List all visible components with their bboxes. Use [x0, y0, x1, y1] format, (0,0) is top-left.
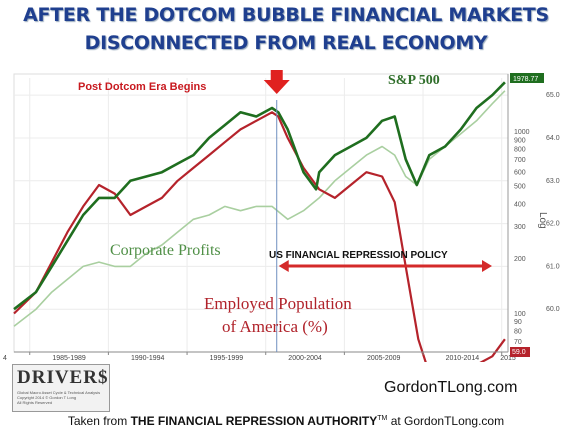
logo-sub-1: Global Macro Asset Cycle & Technical Ana…	[17, 390, 101, 395]
title-line-2: DISCONNECTED FROM REAL ECONOMY	[84, 32, 488, 54]
x-tick-label: 2005-2009	[367, 355, 401, 362]
annotations: Post Dotcom Era Begins S&P 500 Corporate P…	[78, 70, 492, 352]
logo-subtext: Global Macro Asset Cycle & Technical Ana…	[17, 390, 105, 405]
inner-axis-tick-label: 70	[514, 339, 522, 346]
employment-label-line-1: Employed Population	[204, 294, 352, 313]
footer-prefix: Taken from	[67, 414, 131, 428]
outer-axis-tick-label: 61.0	[546, 263, 560, 270]
inner-axis-tick-label: 700	[514, 157, 526, 164]
footer-bold: THE FINANCIAL REPRESSION AUTHORITY	[130, 414, 378, 428]
employment-label-line-2: of America (%)	[222, 317, 328, 336]
x-tick-label: 1985-1989	[52, 355, 86, 362]
x-tick-label: 1990-1994	[131, 355, 165, 362]
outer-axis-tick-label: 64.0	[546, 135, 560, 142]
logo-sub-2: Copyright 2014 © Gordon T Long	[17, 395, 77, 400]
sp500-value-tag	[510, 73, 544, 83]
footer-tm: TM	[377, 415, 388, 422]
grid	[14, 78, 508, 352]
series-group	[13, 81, 506, 362]
post-dotcom-label: Post Dotcom Era Begins	[78, 81, 206, 93]
series-employment-line	[13, 111, 506, 362]
outer-axis-tick-label: 62.0	[546, 221, 560, 228]
x-left-edge-label: 4	[3, 355, 7, 362]
title-line-1: AFTER THE DOTCOM BUBBLE FINANCIAL MARKET…	[23, 4, 549, 26]
inner-axis-tick-label: 1000	[514, 129, 530, 136]
inner-axis-tick-label: 90	[514, 319, 522, 326]
policy-arrow-head-left	[278, 260, 289, 272]
x-tick-label: 2010-2014	[446, 355, 480, 362]
plot-area	[13, 73, 509, 353]
series-sp500-line	[13, 81, 506, 311]
chart: 1985-1989 1990-1994 1995-1999 2000-2004 2005…	[0, 70, 572, 362]
employment-value-tag-text: 59.0	[512, 349, 526, 356]
sp500-label: S&P 500	[388, 73, 440, 88]
outer-axis-tick-label: 60.0	[546, 306, 560, 313]
x-tick-label: 2000-2004	[288, 355, 322, 362]
inner-axis-tick-label: 900	[514, 137, 526, 144]
inner-axis-tick-label: 300	[514, 224, 526, 231]
logo-name: DRIVER$	[17, 367, 109, 388]
inner-axis-tick-label: 400	[514, 201, 526, 208]
x-tick-label: 2015	[500, 355, 516, 362]
marker-arrow-shaft	[270, 70, 283, 80]
outer-axis-tick-label: 63.0	[546, 178, 560, 185]
x-axis: 1985-1989 1990-1994 1995-1999 2000-2004 2005…	[3, 351, 516, 362]
inner-axis-tick-label: 100	[514, 311, 526, 318]
outer-axis-tick-label: 65.0	[546, 92, 560, 99]
footer: Taken from THE FINANCIAL REPRESSION AUTH…	[0, 414, 572, 428]
inner-axis-tick-label: 800	[514, 147, 526, 154]
inner-axis-label: Log	[537, 212, 548, 229]
logo-sub-3: All Rights Reserved	[17, 400, 53, 405]
inner-axis-tick-label: 80	[514, 328, 522, 335]
inner-axis-tick-label: 600	[514, 169, 526, 176]
employment-value-tag	[510, 347, 530, 357]
footer-suffix: at GordonTLong.com	[387, 414, 505, 428]
sp500-value-tag-text: 1978.77	[513, 76, 538, 83]
marker-arrow-head	[263, 80, 290, 94]
policy-label: US FINANCIAL REPRESSION POLICY	[269, 250, 448, 261]
corporate-profits-label: Corporate Profits	[110, 242, 221, 259]
inner-axis-tick-label: 200	[514, 256, 526, 263]
drivers-logo: DRIVER$ Global Macro Asset Cycle & Techn…	[12, 364, 110, 412]
x-tick-label: 1995-1999	[210, 355, 244, 362]
site-name: GordonTLong.com	[384, 379, 518, 396]
inner-axis-tick-label: 500	[514, 184, 526, 191]
policy-arrow-head-right	[482, 260, 492, 272]
